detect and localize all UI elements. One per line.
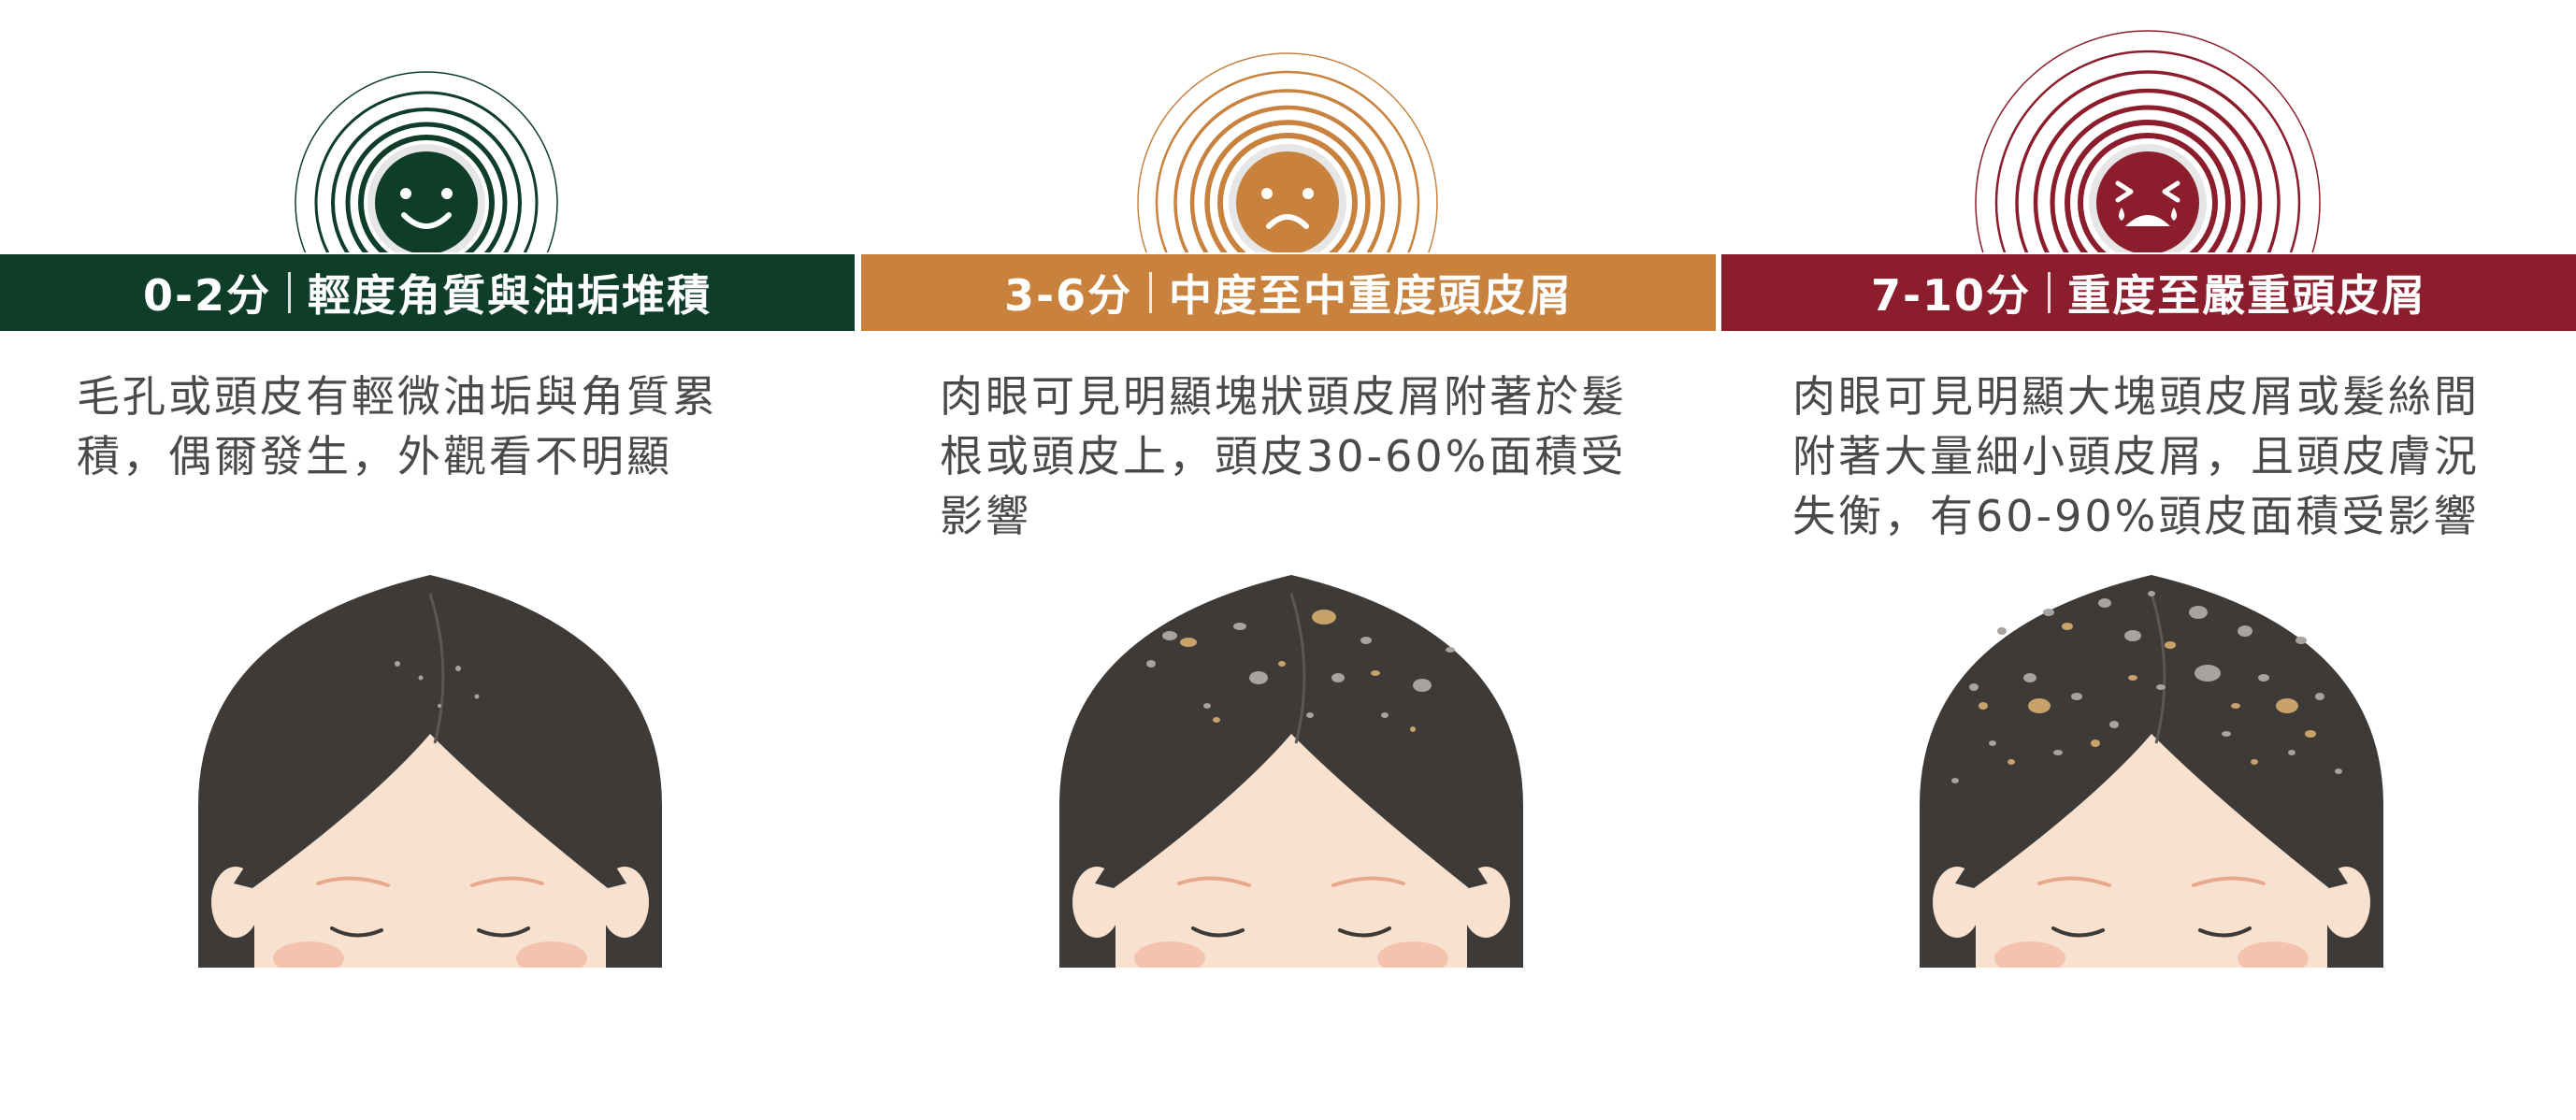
severity-title: 重度至嚴重頭皮屑 — [2067, 270, 2427, 321]
severity-title: 中度至中重度頭皮屑 — [1169, 270, 1574, 321]
severity-header: 3-6分 中度至中重度頭皮屑 — [861, 254, 1716, 331]
severity-score: 3-6分 — [1003, 270, 1133, 321]
severity-panel-moderate: 3-6分 中度至中重度頭皮屑 肉眼可見明顯塊狀頭皮屑附著於髮根或頭皮上，頭皮30… — [861, 0, 1716, 1120]
severity-description: 毛孔或頭皮有輕微油垢與角質累積，偶爾發生，外觀看不明顯 — [77, 371, 718, 481]
severity-panel-severe: 7-10分 重度至嚴重頭皮屑 肉眼可見明顯大塊頭皮屑或髮絲間附著大量細小頭皮屑，… — [1721, 0, 2576, 1120]
severity-description: 肉眼可見明顯塊狀頭皮屑附著於髮根或頭皮上，頭皮30-60%面積受影響 — [940, 371, 1627, 541]
severity-score: 0-2分 — [142, 270, 272, 321]
separator — [1149, 272, 1153, 313]
severity-title: 輕度角質與油垢堆積 — [308, 270, 712, 321]
frown-face-icon — [1137, 52, 1438, 252]
severity-header: 0-2分 輕度角質與油垢堆積 — [0, 254, 855, 331]
head-illustration — [1058, 575, 1524, 968]
separator — [2048, 272, 2051, 313]
severity-score: 7-10分 — [1870, 270, 2032, 321]
separator — [288, 272, 292, 313]
head-illustration — [197, 575, 663, 968]
severity-panel-mild: 0-2分 輕度角質與油垢堆積 毛孔或頭皮有輕微油垢與角質累積，偶爾發生，外觀看不… — [0, 0, 855, 1120]
head-illustration — [1919, 575, 2384, 968]
severity-description: 肉眼可見明顯大塊頭皮屑或髮絲間附著大量細小頭皮屑，且頭皮膚況失衡，有60-90%… — [1792, 371, 2480, 541]
severity-header: 7-10分 重度至嚴重頭皮屑 — [1721, 254, 2576, 331]
smile-face-icon — [295, 71, 558, 252]
crying-face-icon — [1975, 30, 2321, 252]
